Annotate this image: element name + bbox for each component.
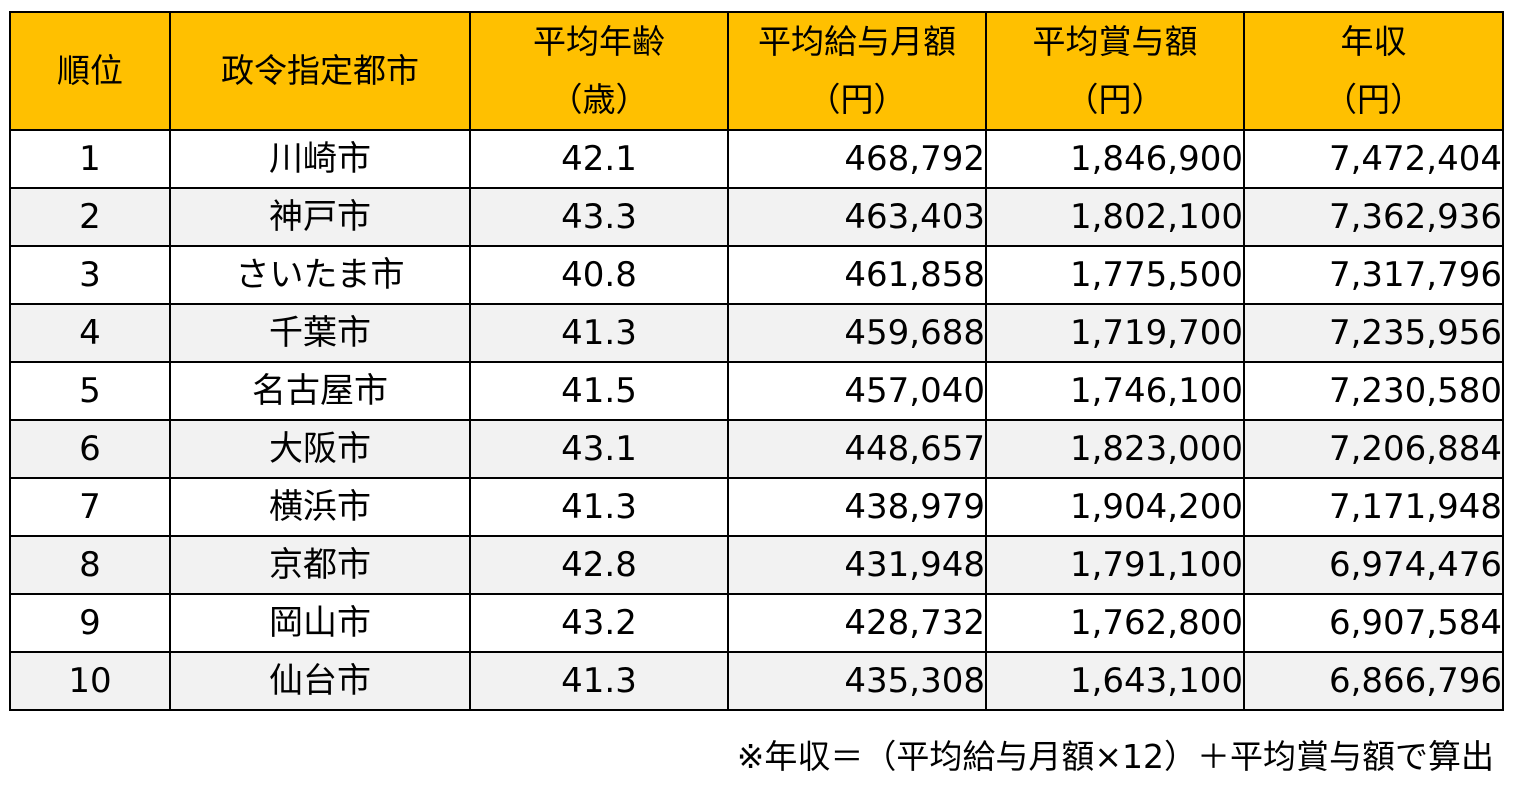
age-cell: 43.3 — [469, 187, 729, 247]
table-row: 9 岡山市 43.2 428,732 1,762,800 6,907,584 — [9, 593, 1504, 653]
annual-income-cell: 7,171,948 — [1243, 477, 1504, 537]
salary-ranking-table: 順位 政令指定都市 平均年齢 （歳） 平均給与月額 （円） 平均賞与額 （円） … — [9, 11, 1504, 711]
table-row: 10 仙台市 41.3 435,308 1,643,100 6,866,796 — [9, 651, 1504, 711]
rank-cell: 7 — [9, 477, 171, 537]
age-cell: 41.5 — [469, 361, 729, 421]
age-cell: 41.3 — [469, 651, 729, 711]
table-row: 5 名古屋市 41.5 457,040 1,746,100 7,230,580 — [9, 361, 1504, 421]
rank-cell: 1 — [9, 129, 171, 189]
table-row: 1 川崎市 42.1 468,792 1,846,900 7,472,404 — [9, 129, 1504, 189]
header-age: 平均年齢 （歳） — [469, 11, 729, 131]
monthly-salary-cell: 448,657 — [727, 419, 987, 479]
city-cell: 京都市 — [169, 535, 471, 595]
table-row: 7 横浜市 41.3 438,979 1,904,200 7,171,948 — [9, 477, 1504, 537]
age-cell: 41.3 — [469, 303, 729, 363]
age-cell: 43.2 — [469, 593, 729, 653]
city-cell: 名古屋市 — [169, 361, 471, 421]
header-monthly-salary-label: 平均給与月額 — [758, 22, 956, 61]
bonus-cell: 1,643,100 — [985, 651, 1245, 711]
header-age-unit: （歳） — [549, 80, 649, 119]
city-cell: 神戸市 — [169, 187, 471, 247]
annual-income-cell: 7,206,884 — [1243, 419, 1504, 479]
bonus-cell: 1,846,900 — [985, 129, 1245, 189]
age-cell: 42.8 — [469, 535, 729, 595]
city-cell: 仙台市 — [169, 651, 471, 711]
calculation-footnote: ※年収＝（平均給与月額×12）＋平均賞与額で算出 — [736, 737, 1494, 776]
annual-income-cell: 6,866,796 — [1243, 651, 1504, 711]
header-annual-income-label: 年収 — [1340, 22, 1407, 61]
bonus-cell: 1,762,800 — [985, 593, 1245, 653]
annual-income-cell: 7,235,956 — [1243, 303, 1504, 363]
header-city: 政令指定都市 — [169, 11, 471, 131]
rank-cell: 10 — [9, 651, 171, 711]
city-cell: 大阪市 — [169, 419, 471, 479]
rank-cell: 4 — [9, 303, 171, 363]
header-bonus-label: 平均賞与額 — [1032, 22, 1198, 61]
monthly-salary-cell: 431,948 — [727, 535, 987, 595]
rank-cell: 6 — [9, 419, 171, 479]
city-cell: 川崎市 — [169, 129, 471, 189]
bonus-cell: 1,823,000 — [985, 419, 1245, 479]
monthly-salary-cell: 435,308 — [727, 651, 987, 711]
bonus-cell: 1,746,100 — [985, 361, 1245, 421]
bonus-cell: 1,791,100 — [985, 535, 1245, 595]
age-cell: 41.3 — [469, 477, 729, 537]
table-header-row: 順位 政令指定都市 平均年齢 （歳） 平均給与月額 （円） 平均賞与額 （円） … — [9, 11, 1504, 131]
table-row: 8 京都市 42.8 431,948 1,791,100 6,974,476 — [9, 535, 1504, 595]
monthly-salary-cell: 459,688 — [727, 303, 987, 363]
table-row: 2 神戸市 43.3 463,403 1,802,100 7,362,936 — [9, 187, 1504, 247]
rank-cell: 3 — [9, 245, 171, 305]
rank-cell: 5 — [9, 361, 171, 421]
header-rank-label: 順位 — [57, 51, 123, 90]
bonus-cell: 1,802,100 — [985, 187, 1245, 247]
header-age-label: 平均年齢 — [533, 22, 665, 61]
age-cell: 42.1 — [469, 129, 729, 189]
bonus-cell: 1,719,700 — [985, 303, 1245, 363]
table-row: 3 さいたま市 40.8 461,858 1,775,500 7,317,796 — [9, 245, 1504, 305]
monthly-salary-cell: 461,858 — [727, 245, 987, 305]
header-annual-income-unit: （円） — [1324, 80, 1423, 119]
bonus-cell: 1,775,500 — [985, 245, 1245, 305]
rank-cell: 8 — [9, 535, 171, 595]
annual-income-cell: 6,974,476 — [1243, 535, 1504, 595]
header-city-label: 政令指定都市 — [221, 51, 419, 90]
annual-income-cell: 7,230,580 — [1243, 361, 1504, 421]
monthly-salary-cell: 438,979 — [727, 477, 987, 537]
header-monthly-salary: 平均給与月額 （円） — [727, 11, 987, 131]
monthly-salary-cell: 468,792 — [727, 129, 987, 189]
header-annual-income: 年収 （円） — [1243, 11, 1504, 131]
header-monthly-salary-unit: （円） — [807, 80, 907, 119]
monthly-salary-cell: 428,732 — [727, 593, 987, 653]
annual-income-cell: 7,362,936 — [1243, 187, 1504, 247]
city-cell: 岡山市 — [169, 593, 471, 653]
age-cell: 40.8 — [469, 245, 729, 305]
monthly-salary-cell: 463,403 — [727, 187, 987, 247]
header-bonus-unit: （円） — [1065, 80, 1165, 119]
bonus-cell: 1,904,200 — [985, 477, 1245, 537]
monthly-salary-cell: 457,040 — [727, 361, 987, 421]
rank-cell: 9 — [9, 593, 171, 653]
city-cell: 横浜市 — [169, 477, 471, 537]
annual-income-cell: 6,907,584 — [1243, 593, 1504, 653]
annual-income-cell: 7,317,796 — [1243, 245, 1504, 305]
annual-income-cell: 7,472,404 — [1243, 129, 1504, 189]
header-bonus: 平均賞与額 （円） — [985, 11, 1245, 131]
city-cell: さいたま市 — [169, 245, 471, 305]
table-row: 4 千葉市 41.3 459,688 1,719,700 7,235,956 — [9, 303, 1504, 363]
age-cell: 43.1 — [469, 419, 729, 479]
table-row: 6 大阪市 43.1 448,657 1,823,000 7,206,884 — [9, 419, 1504, 479]
header-rank: 順位 — [9, 11, 171, 131]
rank-cell: 2 — [9, 187, 171, 247]
city-cell: 千葉市 — [169, 303, 471, 363]
